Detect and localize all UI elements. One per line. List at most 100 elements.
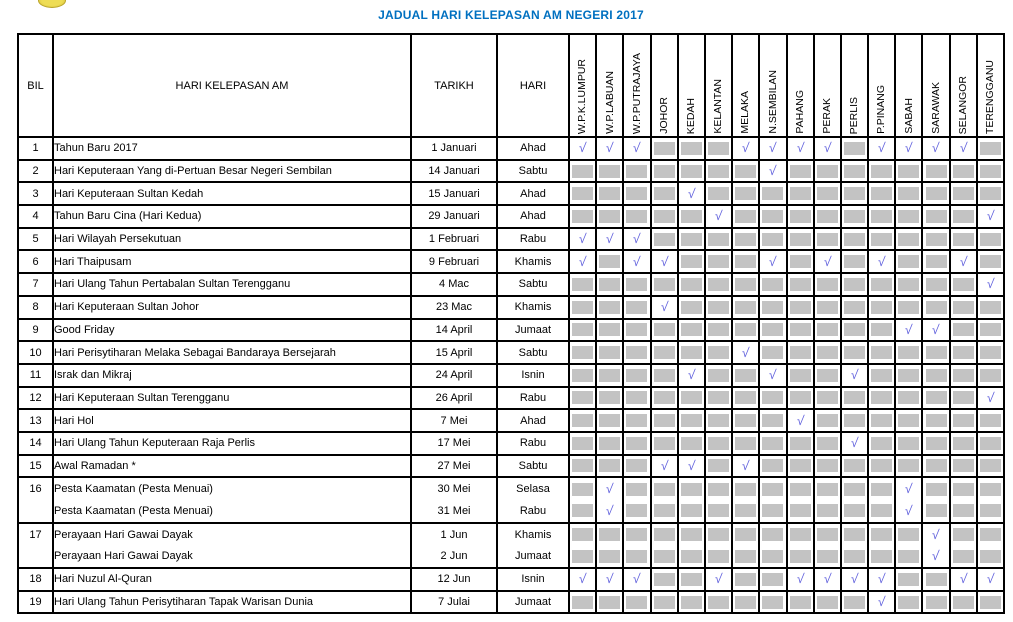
state-mark-cell <box>948 181 978 207</box>
empty-box <box>572 482 594 496</box>
state-mark-cell <box>894 453 924 479</box>
check-icon: √ <box>578 231 587 247</box>
empty-box <box>979 595 1001 609</box>
state-mark-cell <box>921 408 951 433</box>
empty-box <box>708 459 730 473</box>
empty-box <box>789 368 811 382</box>
check-icon: √ <box>686 367 696 383</box>
empty-box <box>599 368 621 382</box>
empty-box <box>762 187 784 201</box>
state-mark-cell <box>567 181 598 207</box>
empty-box <box>789 255 811 269</box>
state-label: N.SEMBILAN <box>766 70 779 134</box>
holiday-name-cell: Hari Nuzul Al-Quran <box>52 567 412 592</box>
state-mark-cell <box>622 272 652 297</box>
state-mark-cell <box>622 430 652 456</box>
check-icon: √ <box>578 571 587 587</box>
state-mark-cell <box>785 249 815 275</box>
empty-box <box>979 255 1001 269</box>
empty-box <box>816 323 838 337</box>
empty-box <box>708 595 730 609</box>
empty-box <box>979 323 1001 337</box>
state-mark-cell <box>812 204 842 229</box>
tarikh-cell: 27 Mei <box>410 453 498 479</box>
state-mark-cell <box>703 521 734 546</box>
state-mark-cell: √ <box>758 158 788 184</box>
empty-box <box>898 414 920 428</box>
empty-box <box>762 595 784 609</box>
state-mark-cell <box>867 453 897 479</box>
check-icon: √ <box>877 571 887 587</box>
empty-box <box>762 391 784 405</box>
state-mark-cell: √ <box>867 136 897 161</box>
state-mark-cell <box>867 181 897 207</box>
empty-box <box>653 277 675 291</box>
empty-box <box>871 436 893 450</box>
empty-box <box>680 323 702 337</box>
state-mark-cell <box>758 545 788 570</box>
state-mark-cell <box>948 521 978 546</box>
bil-cell: 19 <box>17 589 54 615</box>
state-mark-cell <box>812 476 842 500</box>
state-mark-cell <box>731 589 761 615</box>
empty-box <box>952 187 974 201</box>
empty-box <box>653 346 675 360</box>
empty-box <box>735 528 757 542</box>
empty-box <box>653 414 675 428</box>
check-icon: √ <box>931 321 941 337</box>
state-mark-cell <box>921 589 951 615</box>
header-state-perlis: PERLIS <box>839 33 870 138</box>
state-mark-cell: √ <box>921 521 951 546</box>
check-icon: √ <box>795 412 805 428</box>
state-mark-cell <box>812 272 842 297</box>
holiday-name-cell: Hari Wilayah Persekutuan <box>52 226 412 252</box>
empty-box <box>871 277 893 291</box>
state-mark-cell <box>567 430 598 456</box>
state-mark-cell <box>676 317 706 343</box>
state-mark-cell <box>567 158 598 184</box>
state-mark-cell <box>703 545 734 570</box>
empty-box <box>843 187 865 201</box>
empty-box <box>708 391 730 405</box>
empty-box <box>572 549 594 563</box>
page-title: JADUAL HARI KELEPASAN AM NEGERI 2017 <box>378 8 644 22</box>
state-mark-cell <box>649 226 679 252</box>
state-mark-cell <box>839 181 870 207</box>
bil-cell: 8 <box>17 294 54 320</box>
empty-box <box>925 572 947 586</box>
check-icon: √ <box>931 526 941 542</box>
bil-cell: 14 <box>17 430 54 456</box>
empty-box <box>789 300 811 314</box>
state-mark-cell: √ <box>921 136 951 161</box>
empty-box <box>843 595 865 609</box>
empty-box <box>572 187 594 201</box>
empty-box <box>626 209 648 223</box>
state-mark-cell <box>921 362 951 388</box>
holiday-row: 8 Hari Keputeraan Sultan Johor 23 Mac Khami… <box>17 294 1006 320</box>
check-icon: √ <box>958 571 968 587</box>
state-mark-cell <box>649 408 679 433</box>
state-mark-cell <box>839 385 870 411</box>
state-mark-cell <box>921 385 951 411</box>
state-mark-cell <box>975 476 1006 500</box>
state-mark-cell <box>567 453 598 479</box>
empty-box <box>680 549 702 563</box>
empty-box <box>979 141 1001 155</box>
state-mark-cell <box>595 545 625 570</box>
bil-cell: 10 <box>17 340 54 365</box>
state-mark-cell: √ <box>676 181 706 207</box>
empty-box <box>816 232 838 246</box>
state-mark-cell <box>948 545 978 570</box>
state-mark-cell <box>785 453 815 479</box>
state-mark-cell <box>676 294 706 320</box>
tarikh-cell: 26 April <box>410 385 498 411</box>
empty-box <box>979 368 1001 382</box>
state-mark-cell <box>622 362 652 388</box>
state-mark-cell <box>839 158 870 184</box>
state-mark-cell <box>839 476 870 500</box>
state-mark-cell <box>948 408 978 433</box>
empty-box <box>843 459 865 473</box>
state-mark-cell <box>867 521 897 546</box>
header-state-w-p-k-lumpur: W.P.K.LUMPUR <box>567 33 598 138</box>
header-state-kelantan: KELANTAN <box>703 33 734 138</box>
